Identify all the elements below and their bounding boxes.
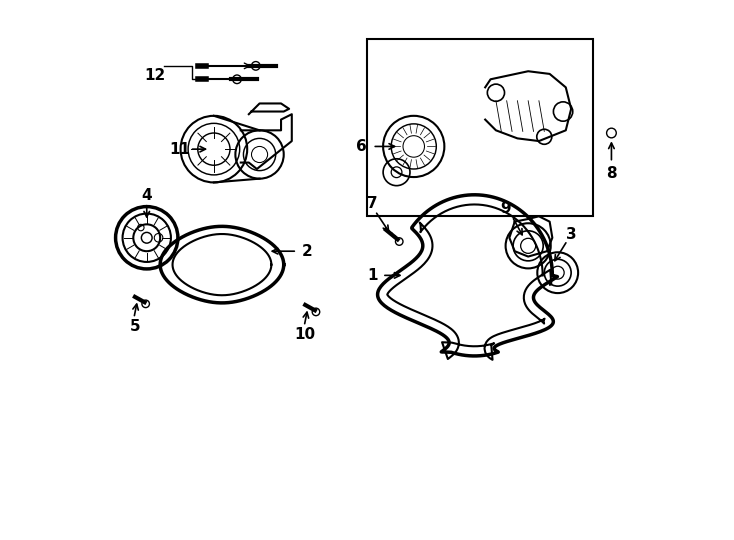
Bar: [367, 39, 592, 217]
Text: 2: 2: [302, 244, 312, 259]
Text: 8: 8: [606, 166, 617, 181]
Text: 4: 4: [142, 188, 152, 204]
Text: 5: 5: [130, 319, 140, 334]
Text: 11: 11: [170, 141, 191, 157]
Text: 3: 3: [566, 226, 576, 241]
Text: 6: 6: [356, 139, 367, 154]
Text: 10: 10: [294, 327, 316, 342]
Text: 9: 9: [501, 201, 511, 215]
Text: 7: 7: [367, 197, 378, 212]
Text: 12: 12: [144, 68, 165, 83]
Text: 1: 1: [367, 268, 377, 283]
